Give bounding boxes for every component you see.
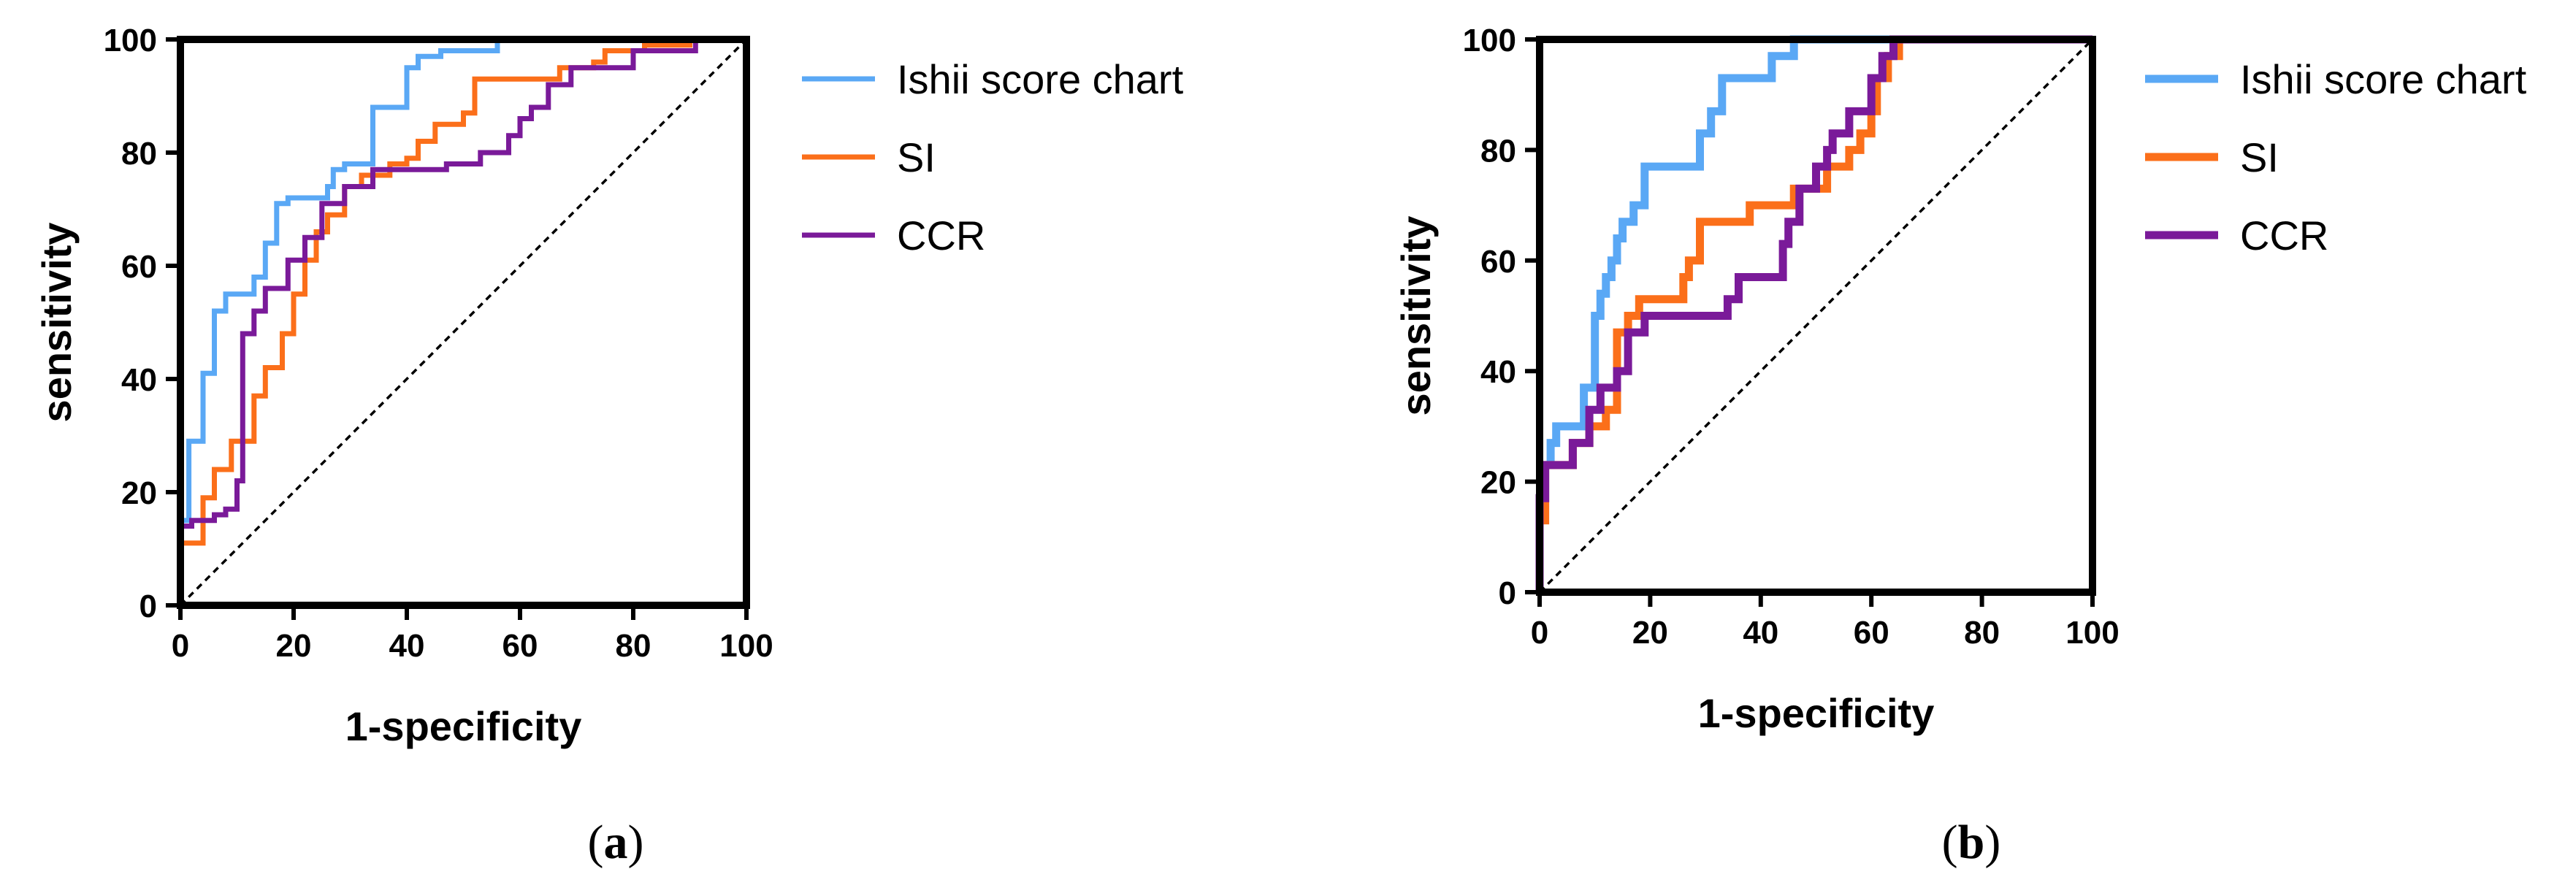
panel-a-ticks: 0 20 40 60 80 100 0 20 40 60 80 100 <box>104 23 773 664</box>
panel-a-legend: Ishii score chart SI CCR <box>802 56 1184 258</box>
panel-a-legend-label-ccr: CCR <box>897 212 985 258</box>
panel-b-y-tick-label: 40 <box>1480 354 1516 390</box>
panel-b-y-tick-label: 100 <box>1463 23 1516 58</box>
panel-b-y-tick-label: 80 <box>1480 133 1516 169</box>
panel-b-curve-ishii <box>1535 35 2092 592</box>
panel-b-x-tick-label: 80 <box>1964 615 2000 651</box>
panel-a-axes <box>177 36 750 609</box>
panel-b-ticks: 0 20 40 60 80 100 0 20 40 60 80 100 <box>1463 23 2120 651</box>
panel-a-x-tick-label: 20 <box>276 628 312 664</box>
panel-b-legend-label-si: SI <box>2240 134 2279 180</box>
panel-a-x-tick-label: 100 <box>719 628 773 664</box>
panel-b-legend-label-ishii: Ishii score chart <box>2240 56 2527 102</box>
panel-b-legend: Ishii score chart SI CCR <box>2145 56 2527 258</box>
panel-a-curve-ishii <box>177 37 746 605</box>
panel-b-curve-ccr <box>1535 35 2092 592</box>
panel-a-y-tick-label: 40 <box>121 362 157 398</box>
panel-a-x-tick-label: 80 <box>616 628 651 664</box>
panel-a-y-axis-label: sensitivity <box>34 223 80 423</box>
panel-b-curves <box>1535 35 2092 592</box>
panel-a-y-tick-label: 20 <box>121 475 157 511</box>
panel-a-reference-diagonal <box>179 38 748 607</box>
panel-b-y-tick-label: 0 <box>1499 575 1516 611</box>
panel-a-y-tick-label: 60 <box>121 249 157 285</box>
panel-b-caption: (b) <box>1942 816 2001 869</box>
panel-a-legend-label-ishii: Ishii score chart <box>897 56 1184 102</box>
panel-b-y-axis-label: sensitivity <box>1393 216 1439 416</box>
panel-a-y-tick-label: 0 <box>139 589 157 624</box>
panel-b-x-tick-label: 40 <box>1743 615 1778 651</box>
panel-b-x-axis-label: 1-specificity <box>1698 690 1935 736</box>
panel-a-caption-letter: a <box>604 816 628 869</box>
panel-a-x-tick-label: 40 <box>389 628 425 664</box>
panel-b-caption-letter: b <box>1958 816 1985 869</box>
panel-a-x-axis-label: 1-specificity <box>345 703 582 749</box>
panel-b-y-tick-label: 60 <box>1480 244 1516 280</box>
panel-b-legend-label-ccr: CCR <box>2240 212 2328 258</box>
panel-b-axes <box>1536 36 2096 596</box>
panel-a-x-tick-label: 0 <box>172 628 189 664</box>
panel-b-roc-chart: 0 20 40 60 80 100 0 20 40 60 80 100 1-specificity s… <box>1393 23 2527 869</box>
panel-b-plot-frame <box>1536 36 2096 596</box>
panel-b-x-tick-label: 0 <box>1531 615 1548 651</box>
panel-b-reference-diagonal <box>1538 38 2094 594</box>
panel-a-caption: (a) <box>588 816 644 869</box>
panel-b-y-tick-label: 20 <box>1480 465 1516 501</box>
panel-a-y-tick-label: 100 <box>104 23 157 58</box>
panel-a-curve-ccr <box>180 39 698 529</box>
panel-b-x-tick-label: 60 <box>1854 615 1889 651</box>
panel-a-x-tick-label: 60 <box>502 628 538 664</box>
panel-a-y-tick-label: 80 <box>121 136 157 172</box>
panel-a-plot-frame <box>177 36 750 609</box>
panel-b-x-tick-label: 20 <box>1632 615 1668 651</box>
panel-a-legend-label-si: SI <box>897 134 936 180</box>
panel-b-x-tick-label: 100 <box>2065 615 2119 651</box>
panel-a-roc-chart: 0 20 40 60 80 100 0 20 40 60 80 100 1-specificity s… <box>34 23 1184 869</box>
panel-a-curves <box>177 37 746 605</box>
